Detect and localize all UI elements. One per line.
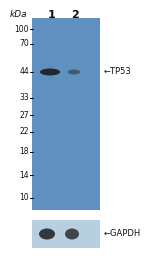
Ellipse shape: [68, 69, 80, 74]
Text: ←TP53: ←TP53: [104, 68, 132, 77]
Bar: [32, 18, 100, 210]
Text: 2: 2: [71, 10, 79, 20]
Text: 14: 14: [19, 171, 29, 179]
Text: 44: 44: [19, 68, 29, 77]
Ellipse shape: [65, 229, 79, 239]
Text: 1: 1: [48, 10, 56, 20]
Text: 10: 10: [19, 194, 29, 202]
Text: 70: 70: [19, 40, 29, 49]
Bar: [32, 220, 100, 248]
Text: 100: 100: [15, 25, 29, 33]
Text: 22: 22: [20, 128, 29, 136]
Text: 27: 27: [19, 111, 29, 120]
Text: 18: 18: [20, 147, 29, 156]
Text: kDa: kDa: [10, 10, 28, 19]
Ellipse shape: [39, 229, 55, 239]
Text: ←GAPDH: ←GAPDH: [104, 230, 141, 238]
Text: 33: 33: [19, 93, 29, 103]
Ellipse shape: [40, 69, 60, 76]
